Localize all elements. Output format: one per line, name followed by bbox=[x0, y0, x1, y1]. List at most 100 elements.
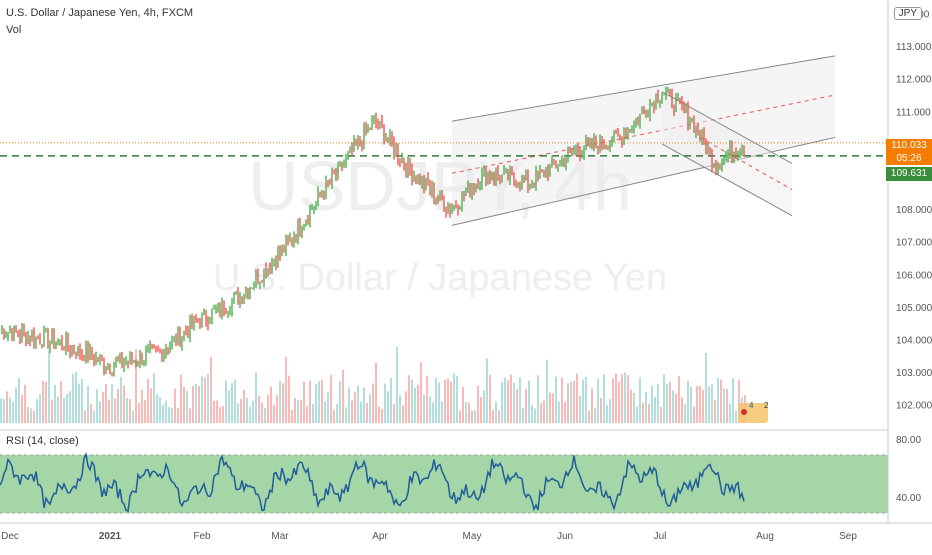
volume-bar bbox=[261, 402, 263, 423]
price-tick-label: 104.000 bbox=[896, 336, 932, 347]
volume-bar bbox=[87, 386, 89, 423]
volume-bar bbox=[219, 407, 221, 423]
volume-bar bbox=[651, 385, 653, 423]
volume-bar bbox=[540, 403, 542, 423]
current-price-tag[interactable]: 110.033 05:26 bbox=[886, 139, 932, 165]
volume-bar bbox=[528, 380, 530, 423]
volume-bar bbox=[654, 396, 656, 423]
volume-bar bbox=[6, 391, 8, 423]
price-tick-label: 103.000 bbox=[896, 368, 932, 379]
time-tick-label: Jul bbox=[654, 531, 667, 542]
volume-bar bbox=[132, 410, 134, 423]
volume-bar bbox=[360, 401, 362, 423]
volume-bar bbox=[693, 406, 695, 423]
volume-bar bbox=[0, 398, 2, 423]
volume-bar bbox=[294, 398, 296, 423]
volume-bar bbox=[432, 402, 434, 423]
volume-bar bbox=[318, 381, 320, 423]
down-channel-median[interactable] bbox=[699, 136, 793, 190]
flag-icon bbox=[741, 409, 747, 415]
volume-bar bbox=[237, 403, 239, 423]
volume-bar bbox=[282, 383, 284, 423]
volume-bar bbox=[147, 379, 149, 423]
bar-countdown: 05:26 bbox=[896, 153, 922, 164]
volume-bar bbox=[165, 400, 167, 423]
volume-bar bbox=[537, 375, 539, 423]
volume-bar bbox=[369, 394, 371, 423]
volume-bar bbox=[588, 410, 590, 423]
volume-bar bbox=[717, 377, 719, 423]
symbol-title[interactable]: U.S. Dollar / Japanese Yen, 4h, FXCM bbox=[6, 7, 194, 19]
volume-bar bbox=[189, 408, 191, 423]
volume-bar bbox=[639, 377, 641, 423]
volume-bar bbox=[126, 398, 128, 423]
channel-upper[interactable] bbox=[451, 55, 836, 122]
volume-bar bbox=[441, 401, 443, 423]
volume-bar bbox=[246, 397, 248, 423]
time-axis[interactable]: Dec 2021 Feb Mar Apr May Jun Jul Aug Sep bbox=[1, 531, 857, 542]
volume-bars bbox=[0, 346, 746, 423]
volume-bar bbox=[150, 388, 152, 423]
channel-median[interactable] bbox=[451, 94, 836, 174]
price-tick-label: 105.000 bbox=[896, 303, 932, 314]
volume-bar bbox=[27, 407, 29, 423]
horizontal-line-price-tag[interactable]: 109.631 bbox=[886, 167, 932, 181]
volume-bar bbox=[705, 353, 707, 423]
volume-bar bbox=[453, 373, 455, 423]
currency-button[interactable]: JPY bbox=[893, 7, 922, 20]
volume-bar bbox=[621, 374, 623, 423]
event-badges[interactable]: 4 2 bbox=[738, 401, 769, 423]
volume-legend[interactable]: Vol bbox=[6, 24, 22, 36]
volume-bar bbox=[558, 401, 560, 423]
rsi-legend[interactable]: RSI (14, close) bbox=[6, 435, 79, 447]
volume-bar bbox=[585, 377, 587, 423]
volume-bar bbox=[384, 383, 386, 423]
volume-bar bbox=[93, 410, 95, 423]
volume-bar bbox=[171, 408, 173, 423]
volume-bar bbox=[402, 405, 404, 423]
volume-bar bbox=[471, 410, 473, 423]
rsi-tick-label: 80.00 bbox=[896, 435, 921, 446]
volume-bar bbox=[357, 385, 359, 423]
volume-bar bbox=[234, 379, 236, 423]
earnings-badge[interactable] bbox=[738, 403, 768, 423]
volume-bar bbox=[438, 382, 440, 423]
volume-bar bbox=[192, 386, 194, 423]
time-tick-label: Aug bbox=[756, 531, 774, 542]
volume-bar bbox=[738, 379, 740, 423]
volume-bar bbox=[492, 409, 494, 423]
time-tick-label: Feb bbox=[193, 531, 211, 542]
volume-bar bbox=[120, 377, 122, 423]
volume-bar bbox=[675, 393, 677, 423]
volume-bar bbox=[366, 402, 368, 423]
volume-bar bbox=[363, 387, 365, 423]
volume-bar bbox=[411, 379, 413, 423]
volume-bar bbox=[138, 403, 140, 423]
volume-bar bbox=[90, 404, 92, 423]
volume-bar bbox=[315, 384, 317, 423]
volume-bar bbox=[423, 394, 425, 423]
current-price: 110.033 bbox=[891, 140, 927, 151]
volume-bar bbox=[609, 399, 611, 423]
volume-bar bbox=[426, 375, 428, 423]
volume-bar bbox=[153, 373, 155, 423]
time-tick-label: May bbox=[463, 531, 482, 542]
time-tick-label: Mar bbox=[271, 531, 289, 542]
volume-bar bbox=[687, 380, 689, 423]
rsi-axis[interactable]: 80.00 40.00 bbox=[896, 435, 921, 504]
volume-bar bbox=[252, 400, 254, 423]
price-axis[interactable]: 1 4.000113.000112.000111.000109.000108.0… bbox=[896, 9, 932, 411]
volume-bar bbox=[648, 404, 650, 423]
volume-bar bbox=[21, 395, 23, 423]
volume-bar bbox=[645, 392, 647, 423]
volume-bar bbox=[123, 385, 125, 423]
volume-bar bbox=[681, 397, 683, 423]
volume-bar bbox=[99, 401, 101, 423]
down-channel-lower[interactable] bbox=[661, 143, 793, 217]
volume-bar bbox=[618, 381, 620, 423]
volume-bar bbox=[243, 389, 245, 423]
volume-bar bbox=[672, 390, 674, 423]
volume-bar bbox=[564, 401, 566, 423]
